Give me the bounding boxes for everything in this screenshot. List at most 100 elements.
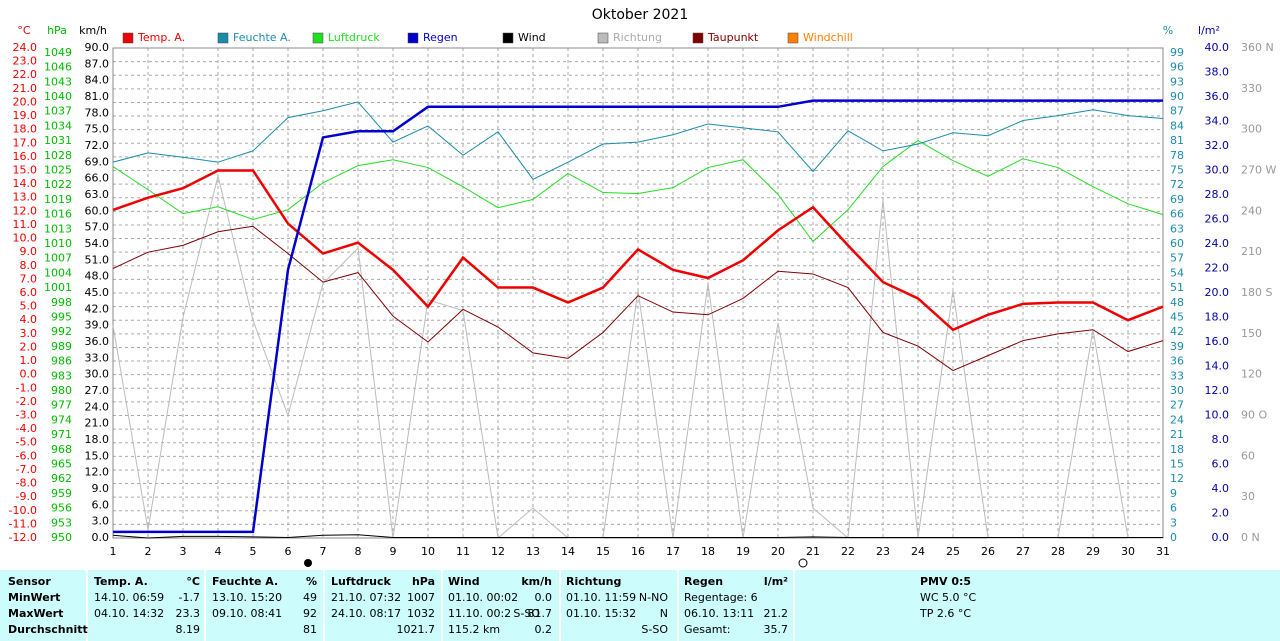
y-tick-label: 6.0: [20, 286, 38, 299]
x-tick-label: 20: [771, 545, 785, 558]
axis-label: l/m²: [1198, 24, 1220, 37]
table-cell: N-NO: [638, 591, 668, 604]
y-tick-label: 18.0: [13, 123, 38, 136]
table-cell: 24.10. 08:17: [331, 607, 402, 620]
y-tick-label: 16.0: [1205, 335, 1230, 348]
y-tick-label: 63: [1170, 222, 1184, 235]
y-tick-label: 959: [51, 487, 72, 500]
legend-label: Feuchte A.: [233, 31, 291, 44]
y-tick-label: 42.0: [85, 302, 110, 315]
table-cell: 92: [303, 607, 317, 620]
y-tick-label: 99: [1170, 46, 1184, 59]
table-cell: 04.10. 14:32: [94, 607, 165, 620]
table-cell: 1032: [407, 607, 435, 620]
y-tick-label: 48.0: [85, 270, 110, 283]
y-tick-label: 953: [51, 516, 72, 529]
table-cell: 14.10. 06:59: [94, 591, 165, 604]
y-tick-label: 51.0: [85, 253, 110, 266]
y-tick-label: 57.0: [85, 221, 110, 234]
table-cell: Temp. A.: [94, 575, 148, 588]
x-tick-label: 28: [1051, 545, 1065, 558]
table-cell: 35.7: [763, 623, 789, 636]
y-tick-label: 1016: [44, 208, 72, 221]
y-tick-label: 0.0: [20, 368, 38, 381]
y-tick-label: 78.0: [85, 106, 110, 119]
y-tick-label: 27.0: [85, 384, 110, 397]
table-cell: Luftdruck: [331, 575, 391, 588]
table-cell: km/h: [521, 575, 552, 588]
x-tick-label: 27: [1016, 545, 1030, 558]
y-tick-label: 51: [1170, 281, 1184, 294]
y-tick-label: 3.0: [20, 327, 38, 340]
y-tick-label: 974: [51, 413, 72, 426]
table-cell: N: [659, 607, 668, 620]
y-tick-label: 1007: [44, 252, 72, 265]
table-cell: MaxWert: [8, 607, 64, 620]
x-tick-label: 2: [145, 545, 152, 558]
table-cell: -1.7: [178, 591, 200, 604]
y-tick-label: 956: [51, 502, 72, 515]
y-tick-label: 48: [1170, 296, 1184, 309]
y-tick-label: 20.0: [13, 95, 38, 108]
y-tick-label: 0.0: [1212, 531, 1230, 544]
y-tick-label: -12.0: [9, 531, 37, 544]
y-tick-label: 17.0: [13, 136, 38, 149]
table-cell: 13.10. 15:20: [212, 591, 283, 604]
y-tick-label: 28.0: [1205, 188, 1230, 201]
table-cell: Wind: [448, 575, 480, 588]
x-tick-label: 10: [421, 545, 435, 558]
y-tick-label: -11.0: [9, 517, 37, 530]
y-tick-label: 4.0: [1212, 482, 1230, 495]
y-tick-label: 1031: [44, 134, 72, 147]
table-cell: Durchschnitt: [8, 623, 88, 636]
y-tick-label: 0: [1170, 531, 1177, 544]
y-tick-label: 96: [1170, 61, 1184, 74]
y-tick-label: 87: [1170, 105, 1184, 118]
y-tick-label: 9.0: [20, 245, 38, 258]
table-cell: 1021.7: [396, 623, 436, 636]
y-tick-label: 270 W: [1241, 164, 1276, 177]
y-tick-label: 69.0: [85, 155, 110, 168]
y-tick-label: 962: [51, 472, 72, 485]
legend-label: Windchill: [803, 31, 853, 44]
y-tick-label: 983: [51, 369, 72, 382]
y-tick-label: 240: [1241, 204, 1262, 217]
table-cell: 115.2 km: [448, 623, 501, 636]
y-tick-label: 36.0: [1205, 90, 1230, 103]
y-tick-label: 1010: [44, 237, 72, 250]
legend-label: Richtung: [613, 31, 662, 44]
y-tick-label: 8.0: [20, 259, 38, 272]
y-tick-label: 60: [1241, 449, 1255, 462]
series-line: [112, 169, 1164, 332]
stats-table: Sensor MinWert MaxWert Durchschnitt Temp. A.…: [0, 570, 1280, 641]
table-cell: MinWert: [8, 591, 61, 604]
y-tick-label: 150: [1241, 327, 1262, 340]
y-tick-label: 69: [1170, 193, 1184, 206]
series-line: [112, 101, 1164, 180]
y-tick-label: 1046: [44, 61, 72, 74]
x-tick-label: 1: [110, 545, 117, 558]
y-tick-label: 0.0: [92, 531, 110, 544]
y-tick-label: 22.0: [1205, 262, 1230, 275]
y-tick-label: 45.0: [85, 286, 110, 299]
y-tick-label: 14.0: [1205, 360, 1230, 373]
y-tick-label: 26.0: [1205, 213, 1230, 226]
x-tick-label: 14: [561, 545, 575, 558]
moon-full: [304, 559, 312, 567]
legend-label: Taupunkt: [707, 31, 759, 44]
y-tick-label: 30: [1241, 490, 1255, 503]
legend-label: Regen: [423, 31, 458, 44]
y-tick-label: 12.0: [13, 204, 38, 217]
y-tick-label: 7.0: [20, 272, 38, 285]
y-tick-label: 45: [1170, 311, 1184, 324]
y-tick-label: 950: [51, 531, 72, 544]
table-cell: 01.10. 00:02: [448, 591, 519, 604]
y-tick-label: 63.0: [85, 188, 110, 201]
chart-title: Oktober 2021: [592, 7, 689, 23]
y-tick-label: 0 N: [1241, 531, 1260, 544]
y-tick-label: 989: [51, 340, 72, 353]
x-tick-label: 7: [320, 545, 327, 558]
y-tick-label: 1034: [44, 119, 72, 132]
y-tick-label: 81: [1170, 134, 1184, 147]
y-tick-label: -5.0: [16, 436, 37, 449]
